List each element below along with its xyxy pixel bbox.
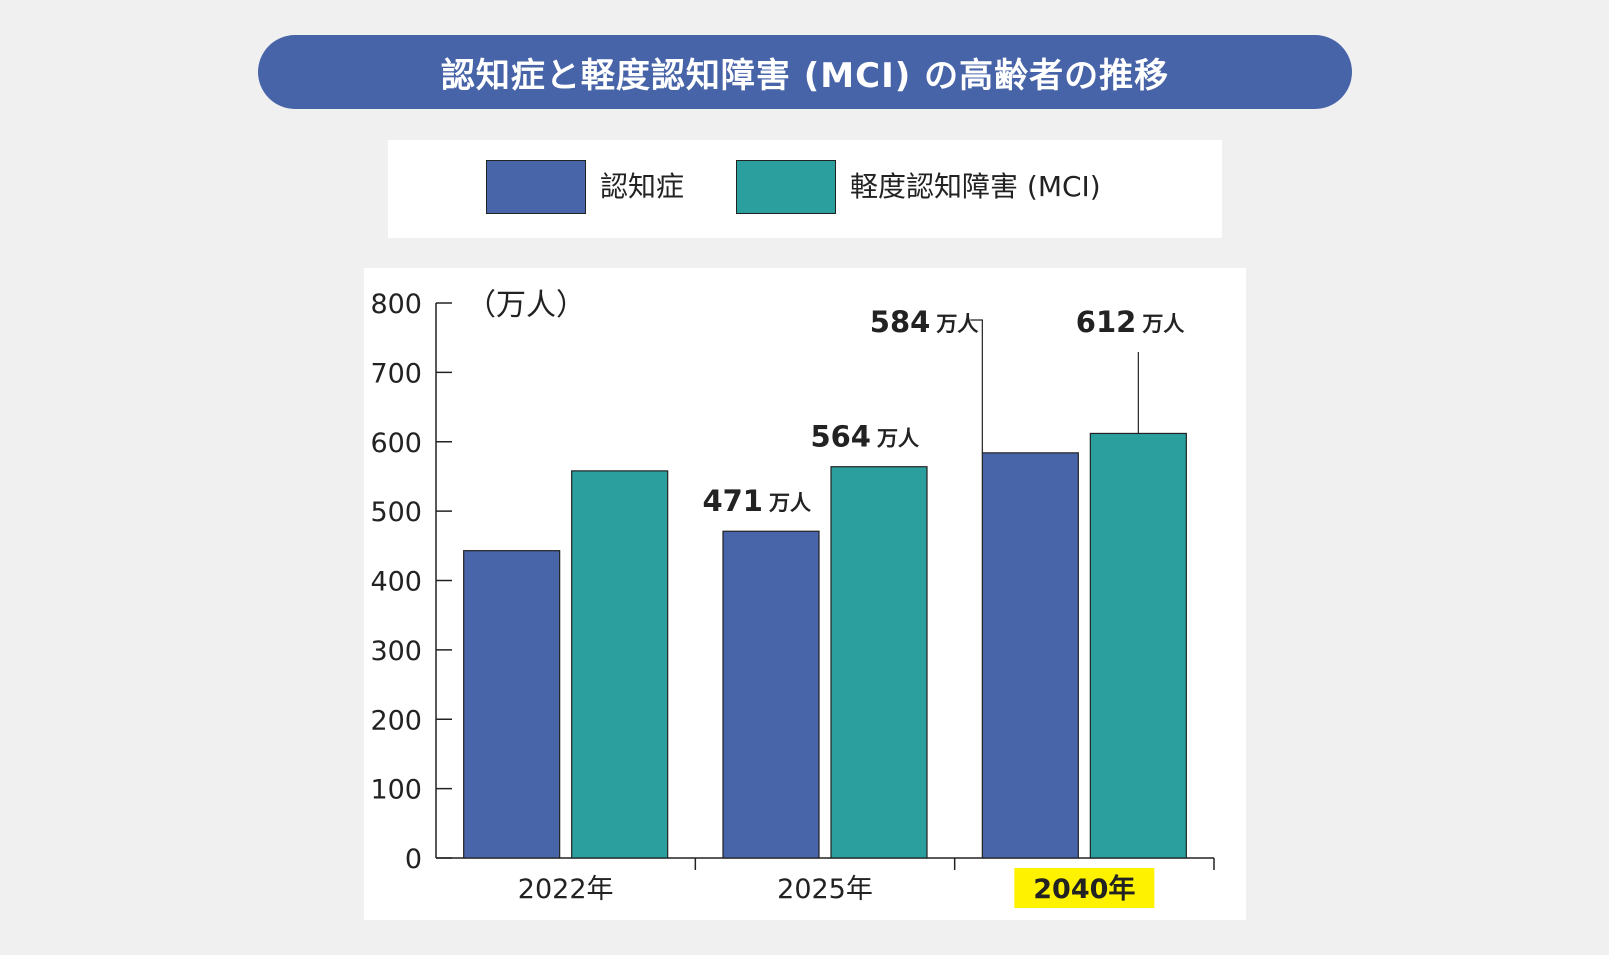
legend-swatch-mci	[736, 160, 836, 214]
data-label-value: 471	[702, 484, 763, 518]
bar-dementia-1	[722, 530, 820, 859]
bar-dementia-0	[463, 550, 561, 859]
y-tick-label: 400	[370, 567, 422, 598]
highlight-box	[1014, 868, 1155, 908]
legend-label-mci: 軽度認知障害 (MCI)	[850, 170, 1101, 203]
chart-title: 認知症と軽度認知障害 (MCI) の高齢者の推移	[258, 35, 1352, 109]
x-category-label: 2025年	[777, 874, 873, 905]
y-tick-label: 0	[405, 844, 422, 875]
y-tick-label: 500	[370, 497, 422, 528]
leader-line	[970, 319, 983, 453]
data-label-unit: 万人	[876, 427, 919, 451]
data-label-unit: 万人	[1141, 312, 1184, 336]
chart-panel: 0 100 200 300 400 500 600 700 800 （万人） 2022年 2025年 2…	[364, 268, 1246, 920]
bar-chart: 0 100 200 300 400 500 600 700 800 （万人） 2022年 2025年 2…	[370, 288, 1215, 908]
y-tick-label: 200	[370, 705, 422, 736]
data-label-value: 612	[1076, 305, 1137, 339]
x-category-label: 2022年	[518, 874, 614, 905]
y-tick-label: 100	[370, 775, 422, 806]
legend-swatch-dementia	[486, 160, 586, 214]
y-tick-label: 600	[370, 428, 422, 459]
y-unit-label: （万人）	[466, 288, 586, 323]
data-label-unit: 万人	[935, 312, 978, 336]
legend: 認知症 軽度認知障害 (MCI)	[388, 140, 1222, 238]
bar-mci-1	[830, 466, 928, 859]
y-tick-label: 700	[370, 358, 422, 389]
legend-label-dementia: 認知症	[600, 170, 685, 203]
bar-mci-2	[1089, 432, 1187, 859]
data-label-value: 584	[870, 305, 931, 339]
bar-mci-0	[571, 470, 669, 859]
data-label-unit: 万人	[768, 491, 811, 515]
data-label-value: 564	[810, 420, 871, 454]
y-tick-label: 300	[370, 636, 422, 667]
bar-dementia-2	[981, 452, 1079, 859]
x-category-label: 2040年	[1033, 873, 1135, 905]
y-tick-label: 800	[370, 289, 422, 320]
